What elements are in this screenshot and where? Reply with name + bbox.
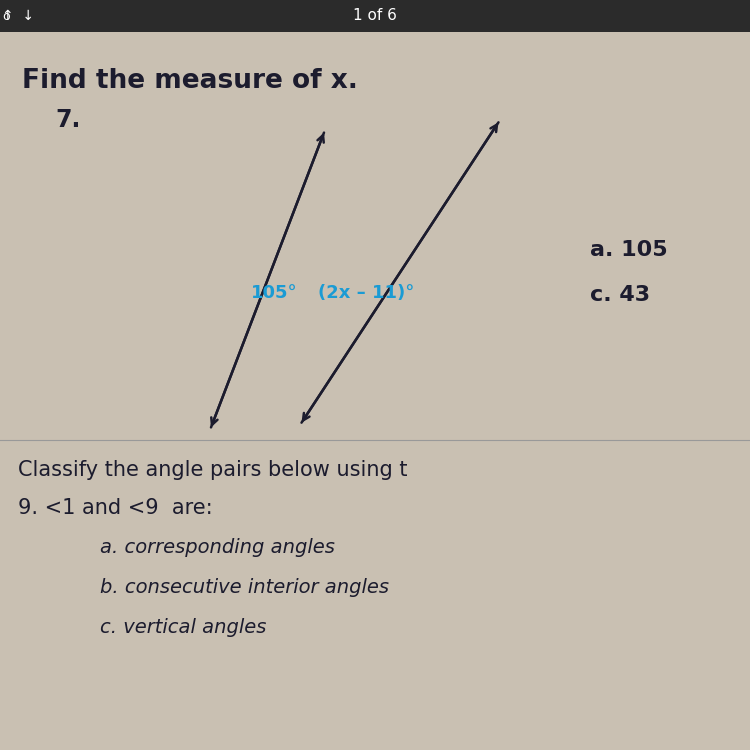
Text: ↑  ↓: ↑ ↓ (2, 9, 34, 23)
Text: 7.: 7. (55, 108, 80, 132)
Text: 1 of 6: 1 of 6 (353, 8, 397, 23)
Text: (2x – 11)°: (2x – 11)° (318, 284, 414, 302)
Text: 9. <1 and <9  are:: 9. <1 and <9 are: (18, 498, 213, 518)
Text: a. corresponding angles: a. corresponding angles (100, 538, 334, 557)
Text: Classify the angle pairs below using t: Classify the angle pairs below using t (18, 460, 407, 480)
Text: c. vertical angles: c. vertical angles (100, 618, 266, 637)
Bar (0, 0, 750, 32)
Text: o: o (2, 10, 10, 22)
Text: b. consecutive interior angles: b. consecutive interior angles (100, 578, 389, 597)
Text: Find the measure of x.: Find the measure of x. (22, 68, 358, 94)
Text: a. 105: a. 105 (590, 240, 668, 260)
Text: 105°: 105° (251, 284, 298, 302)
Text: c. 43: c. 43 (590, 285, 650, 305)
